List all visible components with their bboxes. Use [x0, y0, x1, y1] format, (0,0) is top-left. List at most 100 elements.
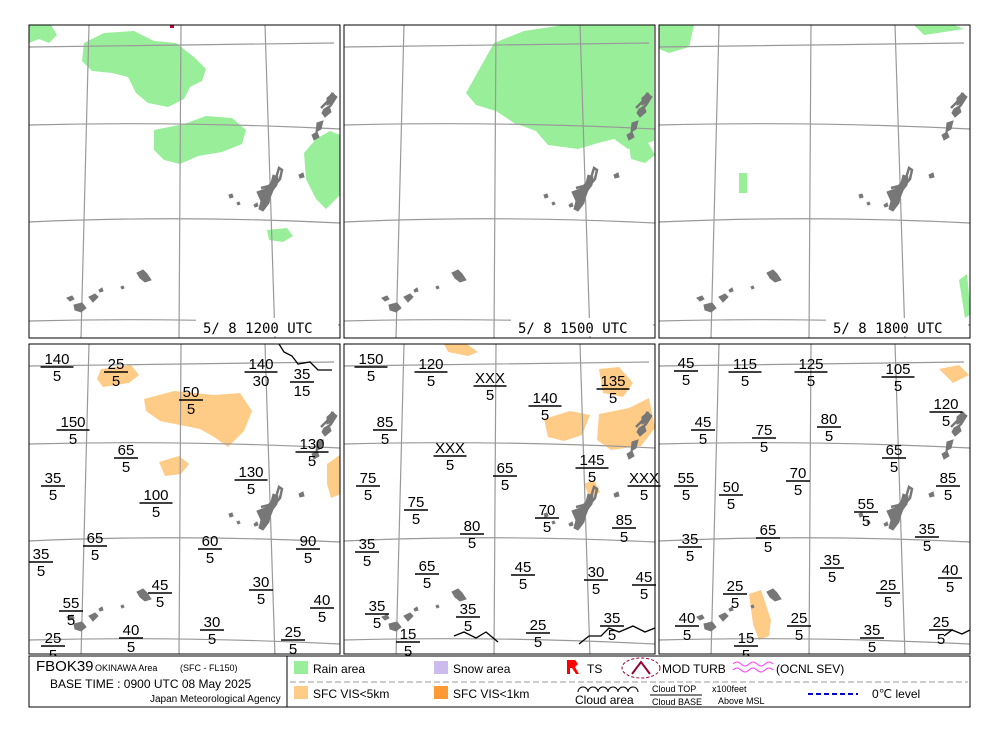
cloud-fraction: 355	[860, 622, 884, 656]
panel-frames	[28, 24, 971, 655]
cloud-top-value: 35	[294, 366, 311, 383]
turb-label: MOD TURB	[662, 662, 726, 676]
cloud-base-value: 5	[127, 639, 135, 656]
cloud-base-value: 5	[486, 387, 494, 404]
cloud-fraction: 855	[936, 470, 960, 504]
panel-bottom-2	[344, 344, 655, 654]
cloud-base-value: 5	[423, 575, 431, 592]
cloud-fraction: 455	[691, 414, 715, 448]
cloud-top-value: 115	[733, 356, 757, 373]
cloud-fraction: 905	[296, 533, 320, 567]
cloud-top-value: 130	[299, 436, 324, 453]
cloud-fraction: 405	[675, 610, 699, 644]
cloud-base-value: 5	[942, 413, 950, 430]
cloud-base-value: 5	[67, 612, 75, 629]
cloud-fraction: 155	[396, 626, 420, 660]
cloud-base-value: 5	[868, 639, 876, 656]
cloud-fraction: 455	[511, 559, 535, 593]
cloud-top-value: 105	[885, 361, 910, 378]
cloud-top-value: 35	[824, 552, 841, 569]
cloud-top-value: 65	[760, 522, 777, 539]
cloud-top-value: 80	[464, 518, 481, 535]
cloud-fraction: 355	[678, 531, 702, 565]
panel-top-2	[344, 25, 655, 338]
cloud-top-value: 150	[60, 414, 85, 431]
cloud-top-value: 25	[108, 356, 125, 373]
cloud-top-value: 15	[400, 626, 417, 643]
cloud-base-value: 5	[156, 594, 164, 611]
cloud-fraction: 505	[719, 479, 743, 513]
cloud-fraction: 355	[600, 610, 624, 644]
cloud-base-value: 5	[364, 487, 372, 504]
cloud-base-value: 5	[427, 373, 435, 390]
cloud-base-value: 5	[534, 634, 542, 651]
cloud-fraction: 305	[584, 564, 608, 598]
cloud-base-value: 5	[682, 372, 690, 389]
cloud-fraction: 255	[787, 610, 811, 644]
cloud-top-value: 65	[886, 442, 903, 459]
cloud-base-value: 5	[69, 431, 77, 448]
panel-bottom-1	[29, 344, 340, 654]
cloud-top-value: 45	[695, 414, 712, 431]
cloud-fraction: 255	[281, 624, 305, 658]
cloud-area-line	[278, 344, 332, 371]
cloud-base-value: 5	[923, 538, 931, 555]
cloud-fraction: 455	[674, 355, 698, 389]
cloud-top-value: 60	[202, 533, 219, 550]
cloud-base-value: 5	[609, 390, 617, 407]
cloud-base-value: 5	[543, 519, 551, 536]
cloud-top-value: 80	[821, 411, 838, 428]
cloud-top-value: 30	[253, 574, 270, 591]
cloud-base-value: 5	[247, 481, 255, 498]
cloud-base-value: 5	[91, 547, 99, 564]
cloud-base-value: 5	[683, 627, 691, 644]
legend: FBOK39 OKINAWA Area (SFC - FL150) BASE T…	[28, 655, 971, 708]
cloud-top-value: 40	[942, 562, 959, 579]
area-name: OKINAWA Area	[95, 663, 157, 673]
cloud-top-value: 50	[723, 479, 740, 496]
cloud-top-value: 85	[940, 470, 957, 487]
cloud-top-value: 25	[727, 578, 744, 595]
cloud-top-value: 100	[143, 487, 168, 504]
cloud-base-value: 5	[862, 513, 870, 530]
cloud-top-value: 35	[460, 601, 477, 618]
cloud-top-value: 120	[933, 396, 958, 413]
vis5-label: SFC VIS<5km	[313, 687, 389, 701]
cloud-fraction: 355	[365, 598, 389, 632]
cloud-area-label: Cloud area	[575, 693, 634, 707]
cloud-top-value: 120	[418, 356, 443, 373]
cloud-base-value: 5	[53, 368, 61, 385]
cloud-fraction: 655	[882, 442, 906, 476]
cloud-base-value: 5	[592, 581, 600, 598]
cloud-base-value: 5	[257, 591, 265, 608]
cloud-base-value: 5	[608, 627, 616, 644]
panel-top-3	[659, 25, 970, 338]
cloud-top-value: 35	[604, 610, 621, 627]
cloud-base-value: 5	[764, 539, 772, 556]
cloud-top-value: 135	[600, 373, 625, 390]
time-stamp-2: 5/ 8 1500 UTC	[518, 321, 628, 337]
cloud-base-value: 5	[304, 550, 312, 567]
cloud-base-value: 5	[825, 428, 833, 445]
base-time: BASE TIME : 0900 UTC 08 May 2025	[50, 677, 252, 691]
cloud-base-value: 5	[944, 487, 952, 504]
cloud-base-value: 5	[412, 511, 420, 528]
vis5-swatch	[294, 686, 308, 699]
panel-top-1	[29, 25, 340, 338]
cloud-top-value: 35	[682, 531, 699, 548]
cloud-base-value: 5	[760, 439, 768, 456]
turb-icon	[621, 657, 661, 679]
sev-label: (OCNL SEV)	[776, 662, 844, 676]
cloud-top-value: 45	[636, 569, 653, 586]
cloud-top-value: 55	[858, 496, 875, 513]
cloud-fraction: 655	[756, 522, 780, 556]
cloud-base-value: 5	[620, 529, 628, 546]
cloud-fraction: 655	[114, 442, 138, 476]
cloud-fraction: 605	[198, 533, 222, 567]
cloud-top-value: 130	[238, 464, 263, 481]
